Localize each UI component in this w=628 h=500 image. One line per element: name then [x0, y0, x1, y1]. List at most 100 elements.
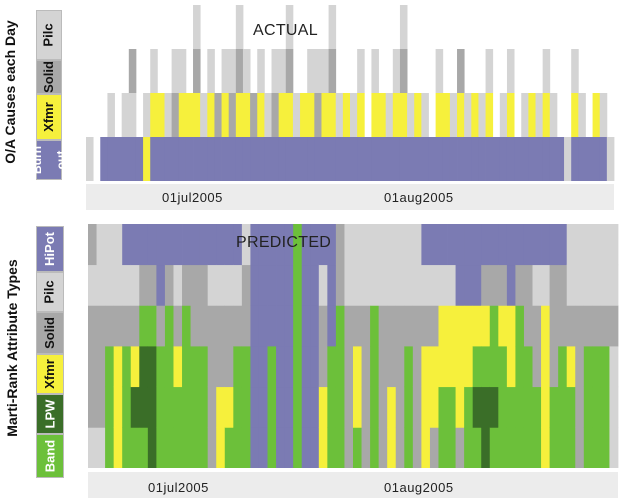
actual-cell-29-pilc	[285, 5, 294, 49]
predicted-cell-46-1-lpw	[472, 386, 482, 428]
predicted-cell-40-3-solid	[421, 305, 431, 347]
actual-cell-48-burn-out	[421, 137, 429, 181]
predicted-cell-36-2-solid	[387, 346, 397, 388]
predicted-cell-21-3-hipot	[258, 305, 268, 347]
actual-cell-10-pilc	[150, 49, 158, 93]
actual-cell-37-xfmr	[342, 93, 351, 137]
predicted-cell-13-4-solid	[190, 264, 200, 306]
predicted-cell-12-1-band	[182, 386, 191, 428]
actual-cell-4-pilc	[107, 93, 115, 137]
predicted-cell-17-3-solid	[224, 305, 234, 347]
actual-cell-57-xfmr	[485, 93, 494, 137]
predicted-cell-5-4-pilc	[122, 264, 132, 306]
actual-cell-64-burn-out	[535, 137, 544, 181]
predicted-cell-4-3-solid	[113, 305, 123, 347]
predicted-cell-2-3-solid	[96, 305, 106, 347]
actual-cell-25-xfmr	[257, 93, 265, 137]
predicted-cell-11-3-solid	[173, 305, 183, 347]
predicted-cell-42-1-band	[438, 386, 448, 428]
predicted-cell-22-3-hipot	[267, 305, 277, 347]
actual-cell-51-xfmr	[442, 93, 451, 137]
actual-cell-18-pilc	[207, 49, 215, 93]
predicted-cell-23-3-hipot	[276, 305, 286, 347]
predicted-cell-48-5-hipot	[489, 224, 499, 266]
predicted-cell-13-3-solid	[190, 305, 200, 347]
actual-cell-72-xfmr	[592, 93, 601, 137]
actual-cell-40-burn-out	[364, 137, 372, 181]
predicted-cell-44-4-hipot	[455, 264, 465, 306]
predicted-cell-36-5-pilc	[387, 224, 397, 266]
predicted-cell-32-5-pilc	[353, 224, 362, 266]
predicted-cell-31-1-solid	[344, 386, 354, 428]
predicted-cell-57-0-band	[566, 427, 576, 468]
predicted-cell-6-0-band	[130, 427, 140, 468]
predicted-cell-46-0-band	[472, 427, 482, 468]
predicted-cell-48-1-lpw	[489, 386, 499, 428]
actual-cell-18-xfmr	[207, 93, 215, 137]
actual-cell-35-xfmr	[328, 93, 337, 137]
predicted-cell-50-2-xfmr	[506, 346, 516, 388]
predicted-cell-16-1-xfmr	[216, 386, 226, 428]
predicted-cell-1-5-solid	[88, 224, 97, 266]
predicted-cell-11-0-band	[173, 427, 183, 468]
predicted-cell-23-5-hipot	[276, 224, 286, 266]
predicted-cell-49-1-band	[498, 386, 508, 428]
predicted-cell-7-3-band	[139, 305, 149, 347]
predicted-cell-51-2-band	[515, 346, 525, 388]
actual-cell-57-pilc	[485, 49, 494, 93]
predicted-cell-34-1-band	[370, 386, 380, 428]
actual-cell-43-burn-out	[385, 137, 394, 181]
predicted-cell-9-3-solid	[156, 305, 166, 347]
predicted-cell-52-5-hipot	[523, 224, 533, 266]
actual-cell-21-solid	[228, 93, 237, 137]
actual-heatmap	[86, 5, 615, 181]
predicted-cell-21-4-hipot	[258, 264, 268, 306]
actual-cell-26-pilc	[264, 93, 272, 137]
predicted-cell-12-0-band	[182, 427, 191, 468]
actual-cell-57-burn-out	[485, 137, 494, 181]
actual-cell-28-xfmr	[278, 93, 287, 137]
actual-cell-28-pilc	[278, 49, 287, 93]
predicted-cell-44-3-xfmr	[455, 305, 465, 347]
predicted-cell-12-5-hipot	[182, 224, 191, 266]
actual-cell-24-solid	[250, 93, 258, 137]
predicted-cell-7-4-solid	[139, 264, 149, 306]
actual-cell-16-solid	[193, 49, 201, 93]
actual-cell-42-burn-out	[378, 137, 387, 181]
actual-cell-13-burn-out	[171, 137, 180, 181]
predicted-cell-51-3-band	[515, 305, 525, 347]
actual-cell-65-pilc	[542, 49, 551, 93]
predicted-cell-47-0-lpw	[481, 427, 491, 468]
predicted-cell-59-1-band	[583, 386, 593, 428]
actual-cell-12-burn-out	[164, 137, 173, 181]
predicted-cell-9-0-band	[156, 427, 166, 468]
predicted-cell-33-0-solid	[361, 427, 371, 468]
predicted-legend-pilc: Pilc	[36, 272, 64, 312]
actual-cell-71-burn-out	[585, 137, 593, 181]
predicted-cell-1-3-solid	[88, 305, 97, 347]
predicted-cell-56-2-band	[558, 346, 568, 388]
predicted-cell-52-1-band	[523, 386, 533, 428]
actual-cell-73-pilc	[599, 93, 608, 137]
actual-cell-41-pilc	[371, 49, 379, 93]
predicted-cell-18-5-hipot	[233, 224, 243, 266]
predicted-cell-60-1-band	[592, 386, 602, 428]
actual-cell-70-burn-out	[578, 137, 586, 181]
actual-cell-12-pilc	[164, 93, 173, 137]
predicted-cell-58-5-pilc	[575, 224, 585, 266]
predicted-title: PREDICTED	[236, 234, 332, 251]
actual-cell-70-pilc	[578, 93, 586, 137]
predicted-cell-16-2-solid	[216, 346, 226, 388]
predicted-cell-9-5-hipot	[156, 224, 166, 266]
predicted-cell-47-1-lpw	[481, 386, 491, 428]
predicted-x-axis	[88, 472, 618, 498]
predicted-cell-31-2-solid	[344, 346, 354, 388]
predicted-cell-42-4-pilc	[438, 264, 448, 306]
actual-cell-19-burn-out	[214, 137, 222, 181]
predicted-cell-12-4-solid	[182, 264, 191, 306]
actual-cell-52-burn-out	[449, 137, 458, 181]
predicted-cell-24-2-hipot	[284, 346, 294, 388]
predicted-cell-45-4-hipot	[464, 264, 474, 306]
predicted-cell-38-1-band	[404, 386, 414, 428]
predicted-cell-17-4-pilc	[224, 264, 234, 306]
